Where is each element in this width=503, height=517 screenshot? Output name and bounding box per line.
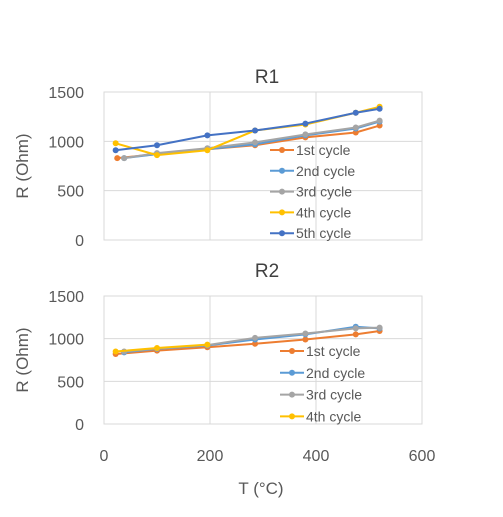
- y-tick-label: 0: [75, 417, 84, 434]
- legend-marker: [289, 391, 295, 398]
- data-point: [154, 152, 160, 159]
- data-point: [352, 331, 359, 338]
- y-tick-label: 1500: [48, 289, 84, 306]
- legend-marker: [279, 209, 285, 216]
- data-point: [112, 147, 119, 154]
- data-point: [302, 131, 309, 138]
- chart-panel-2: 0 500 1000 1500 0 200 400 600 R2 R (Ohm) T (°C) 1st…: [13, 261, 435, 498]
- legend-label: 2nd cycle: [306, 365, 365, 381]
- chart-panel-1: 0 500 1000 1500 R1 R (Ohm) 1st cycle 2nd cycle 3…: [13, 67, 423, 250]
- legend-label: 5th cycle: [296, 225, 351, 241]
- data-point: [112, 348, 119, 355]
- plot-area: [103, 91, 423, 241]
- legend-marker: [289, 413, 295, 420]
- data-point: [376, 105, 383, 112]
- data-point: [302, 330, 309, 337]
- data-point: [204, 132, 211, 139]
- data-point: [252, 340, 259, 347]
- data-point: [252, 127, 259, 134]
- plot-area: [103, 295, 423, 425]
- legend-marker: [279, 167, 285, 174]
- y-axis-label: R (Ohm): [13, 327, 32, 392]
- legend-label: 1st cycle: [296, 142, 351, 158]
- data-point: [112, 140, 119, 147]
- x-axis-label: T (°C): [238, 479, 283, 498]
- legend: 1st cycle 2nd cycle 3rd cycle 4th cycle 5th …: [270, 142, 355, 241]
- x-tick-label: 600: [409, 448, 436, 465]
- data-point: [352, 109, 359, 116]
- x-tick-label: 0: [100, 448, 109, 465]
- data-point: [204, 147, 211, 154]
- data-point: [376, 324, 383, 331]
- data-point: [252, 334, 259, 341]
- legend-marker: [279, 230, 285, 237]
- legend-marker: [289, 348, 295, 354]
- data-point: [352, 325, 359, 332]
- data-point: [114, 155, 121, 162]
- y-tick-label: 1500: [48, 85, 84, 102]
- series-5: [112, 105, 383, 154]
- legend-label: 4th cycle: [296, 204, 351, 220]
- legend-label: 4th cycle: [306, 408, 361, 424]
- legend: 1st cycle 2nd cycle 3rd cycle 4th cycle: [280, 343, 365, 424]
- data-point: [302, 120, 309, 127]
- data-point: [252, 139, 259, 146]
- legend-label: 1st cycle: [306, 343, 361, 359]
- y-tick-label: 1000: [48, 332, 84, 349]
- y-tick-label: 500: [57, 374, 84, 391]
- x-tick-label: 400: [303, 448, 330, 465]
- y-tick-label: 0: [75, 233, 84, 250]
- legend-label: 3rd cycle: [306, 387, 362, 403]
- y-tick-label: 1000: [48, 134, 84, 151]
- legend-marker: [279, 147, 285, 153]
- legend-label: 3rd cycle: [296, 184, 352, 200]
- data-point: [154, 142, 160, 149]
- chart-title: R2: [255, 261, 279, 282]
- data-point: [302, 336, 309, 343]
- legend-marker: [279, 188, 285, 195]
- legend-label: 2nd cycle: [296, 163, 355, 179]
- series-4: [112, 341, 211, 355]
- legend-marker: [289, 369, 295, 376]
- x-tick-label: 200: [197, 448, 224, 465]
- data-point: [121, 155, 128, 162]
- data-point: [352, 124, 359, 131]
- data-point: [154, 345, 160, 352]
- data-point: [376, 117, 383, 124]
- data-point: [204, 341, 211, 348]
- chart-title: R1: [255, 67, 279, 88]
- y-tick-label: 500: [57, 184, 84, 201]
- y-axis-label: R (Ohm): [13, 133, 32, 198]
